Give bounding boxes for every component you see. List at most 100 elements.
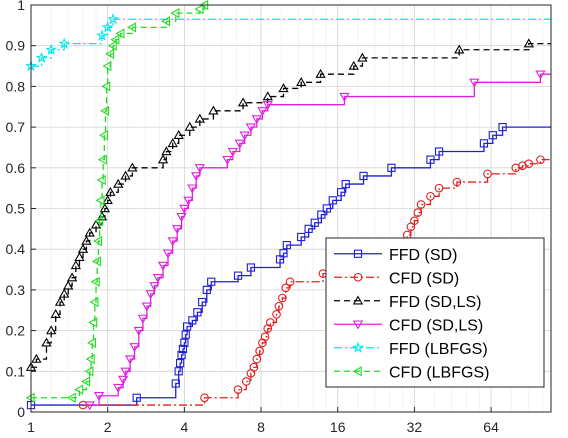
data-point [357,52,368,62]
data-point [255,346,264,356]
data-point [337,188,346,197]
data-point [66,272,78,282]
data-point [101,21,114,33]
data-point [498,122,507,132]
data-point [77,243,89,253]
data-point [81,376,91,387]
data-point [94,215,104,226]
data-point [278,293,287,303]
data-point [227,147,238,157]
data-point [234,139,245,149]
data-point [107,13,120,25]
legend-marker [352,320,364,330]
data-point [315,68,326,78]
data-point [167,138,178,148]
data-point [115,28,125,39]
y-tick-label: 0.8 [6,78,26,94]
data-point [105,48,115,59]
data-point [113,178,124,188]
data-point [282,241,291,250]
x-tick-label: 16 [330,419,346,435]
data-point [74,384,84,395]
legend-marker [352,295,364,305]
data-point [63,280,74,290]
data-point [25,392,35,403]
data-point [339,92,350,102]
legend-label: CFD (LBFGS) [389,364,489,381]
data-point [359,171,368,181]
data-point [265,318,275,327]
data-point [233,271,243,280]
data-point [207,277,216,286]
data-point [90,276,100,287]
data-point [523,38,534,48]
legend-item: FFD (SD) [334,247,457,264]
data-point [434,183,444,193]
data-point [157,154,169,164]
data-point [127,162,138,172]
x-tick-label: 2 [104,419,112,435]
data-point [518,161,527,171]
data-point [133,326,144,336]
data-point [86,337,96,348]
data-point [141,302,153,312]
data-point [310,218,319,227]
series-layer [25,0,551,411]
data-point [59,288,70,298]
data-point [434,147,444,156]
data-point [132,393,141,402]
data-point [171,379,180,388]
legend-item: CFD (LBFGS) [334,364,489,381]
data-point [387,163,396,172]
data-point [272,309,281,319]
data-point [187,184,198,194]
data-point [176,359,185,368]
data-point [536,155,545,164]
legend-marker [353,249,363,258]
data-point [176,212,187,222]
data-point [99,130,109,141]
data-point [102,60,112,72]
data-point [535,70,546,80]
data-point [183,196,194,206]
data-point [262,101,273,111]
data-point [194,113,205,123]
data-point [120,367,131,377]
data-point [50,309,61,319]
data-point [90,219,102,229]
data-point [89,296,99,308]
data-point [70,260,82,270]
data-point [105,186,116,196]
data-point [274,301,284,311]
data-point [178,344,188,354]
legend-label: CFD (SD) [389,270,459,287]
data-point [137,314,149,324]
data-point [180,338,189,347]
data-point [162,249,174,259]
data-point [99,203,111,213]
data-point [149,282,160,292]
data-point [161,146,172,156]
data-point [81,235,92,245]
series-line [31,43,551,368]
y-tick-label: 0.7 [6,119,26,135]
legend-box [325,237,545,388]
data-point [524,159,534,169]
data-point [410,216,419,226]
data-point [297,232,306,242]
data-point [152,273,164,283]
data-point [179,204,190,214]
data-point [208,105,219,115]
data-point [181,330,190,339]
data-point [249,362,259,372]
data-point [84,401,95,411]
data-point [184,121,195,131]
legend-item: CFD (SD) [334,270,459,287]
y-tick-label: 0.2 [6,323,26,339]
data-point [66,392,76,403]
data-point [341,179,350,189]
data-point [469,78,480,88]
data-point [479,139,489,148]
data-point [177,350,186,360]
